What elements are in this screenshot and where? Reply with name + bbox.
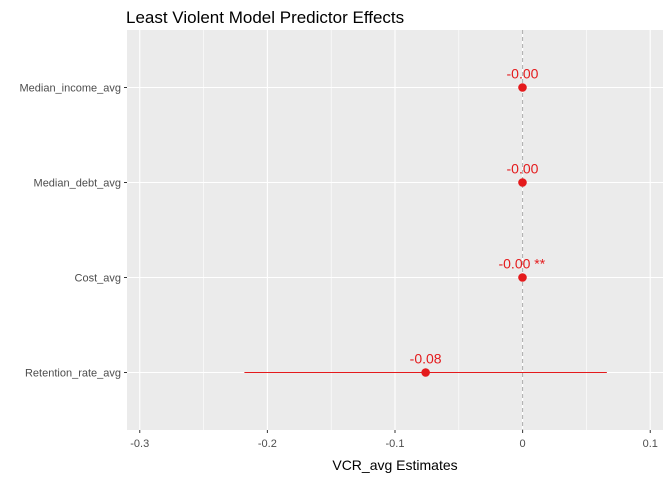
chart-title: Least Violent Model Predictor Effects xyxy=(126,8,404,27)
data-label: -0.08 xyxy=(410,351,442,367)
point-estimate xyxy=(518,83,527,92)
point-estimate xyxy=(518,178,527,187)
x-tick-label: 0.1 xyxy=(643,438,658,450)
y-tick-label: Median_debt_avg xyxy=(34,178,121,190)
y-axis-tick-labels: Median_income_avg Median_debt_avg Cost_avg… xyxy=(19,83,127,380)
data-label: -0.00 xyxy=(507,66,539,82)
data-labels: -0.00 -0.00 -0.00 ** -0.08 xyxy=(410,66,546,367)
x-axis-title: VCR_avg Estimates xyxy=(332,457,457,473)
data-label: -0.00 ** xyxy=(498,256,545,272)
y-tick-label: Cost_avg xyxy=(75,273,121,285)
point-estimates xyxy=(421,83,527,377)
x-axis-tick-labels: -0.3 -0.2 -0.1 0 0.1 xyxy=(130,430,658,450)
point-estimate xyxy=(518,273,527,282)
data-label: -0.00 xyxy=(507,161,539,177)
grid-minor xyxy=(203,30,587,430)
x-tick-label: -0.2 xyxy=(258,438,277,450)
y-tick-label: Retention_rate_avg xyxy=(25,368,121,380)
x-tick-label: -0.1 xyxy=(386,438,405,450)
point-estimate xyxy=(421,368,430,377)
x-tick-label: -0.3 xyxy=(130,438,149,450)
y-tick-label: Median_income_avg xyxy=(19,83,121,95)
x-tick-label: 0 xyxy=(520,438,526,450)
